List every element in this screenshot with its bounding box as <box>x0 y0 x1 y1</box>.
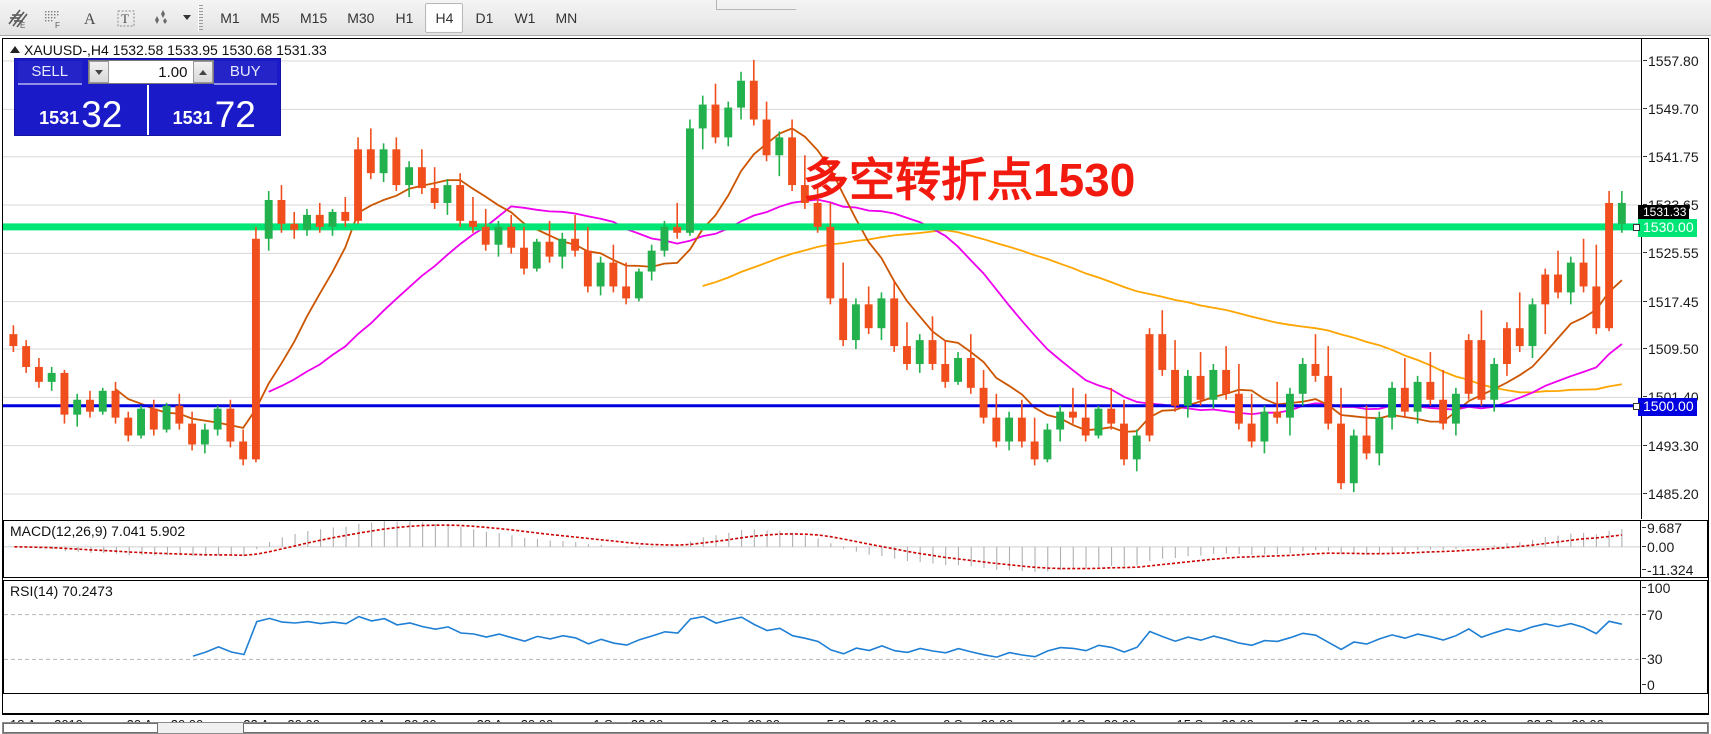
text-label-t-icon[interactable]: T <box>108 1 144 35</box>
main-toolbar: E F A T <box>0 0 1711 36</box>
rsi-axis-separator <box>1640 581 1641 693</box>
one-click-trading-panel[interactable]: SELL BUY 1531 32 1531 72 <box>14 58 281 136</box>
horizontal-scrollbar[interactable] <box>2 722 1709 734</box>
macd-plot[interactable] <box>4 521 1707 577</box>
timeframe-m15[interactable]: M15 <box>300 9 328 26</box>
volume-increment-icon[interactable] <box>192 61 213 83</box>
price-pane[interactable]: XAUUSD-,H4 1532.58 1533.95 1530.68 1531.… <box>3 39 1708 519</box>
symbol-header: XAUUSD-,H4 1532.58 1533.95 1530.68 1531.… <box>10 42 327 58</box>
rsi-label: RSI(14) 70.2473 <box>10 583 113 599</box>
price-tick: 1541.75 <box>1643 148 1699 165</box>
svg-text:T: T <box>121 11 129 26</box>
objects-icon[interactable] <box>144 1 180 35</box>
timeframe-h1[interactable]: H1 <box>395 9 414 26</box>
price-tick: 1517.45 <box>1643 293 1699 310</box>
sell-price-integer: 1531 <box>39 108 80 128</box>
macd-tick: -11.324 <box>1641 562 1694 578</box>
chart-window[interactable]: XAUUSD-,H4 1532.58 1533.95 1530.68 1531.… <box>2 38 1709 714</box>
price-tick: 1525.55 <box>1643 245 1699 262</box>
macd-axis-separator <box>1640 521 1641 577</box>
one-click-trading-prices: 1531 32 1531 72 <box>15 85 280 135</box>
volume-input[interactable] <box>108 61 193 83</box>
rsi-layer <box>4 614 1641 660</box>
macd-label: MACD(12,26,9) 7.041 5.902 <box>10 523 186 539</box>
buy-button[interactable]: BUY <box>213 60 277 85</box>
green-level-tag: 1530.00 <box>1638 218 1697 237</box>
volume-decrement-icon[interactable] <box>88 61 109 83</box>
macd-pane[interactable]: MACD(12,26,9) 7.041 5.902 9.687 0.00 -11.3… <box>3 520 1708 578</box>
rsi-pane[interactable]: RSI(14) 70.2473 100 70 30 0 <box>3 580 1708 694</box>
sell-price-fraction: 32 <box>81 94 123 135</box>
chart-annotation-text: 多空转折点1530 <box>803 154 1136 206</box>
price-tick: 1509.50 <box>1643 341 1699 358</box>
price-tick: 1485.20 <box>1643 485 1699 502</box>
scrollbar-thumb-main[interactable] <box>243 723 1708 733</box>
grid-f-icon[interactable]: F <box>36 1 72 35</box>
collapse-arrow-icon[interactable] <box>10 46 20 53</box>
sell-price[interactable]: 1531 32 <box>15 85 147 135</box>
rsi-plot[interactable] <box>4 581 1707 693</box>
price-tick: 1549.70 <box>1643 101 1699 118</box>
timeframe-mn[interactable]: MN <box>555 9 578 26</box>
timeframe-w1[interactable]: W1 <box>514 9 536 26</box>
timeframe-h4[interactable]: H4 <box>425 2 464 33</box>
blue-level-tag: 1500.00 <box>1638 397 1697 416</box>
price-tick: 1557.80 <box>1643 53 1699 70</box>
svg-text:A: A <box>84 11 96 28</box>
timeframe-m30[interactable]: M30 <box>347 9 375 26</box>
one-click-trading-controls: SELL BUY <box>15 59 280 85</box>
symbol-header-text: XAUUSD-,H4 1532.58 1533.95 1530.68 1531.… <box>24 42 327 58</box>
sell-button[interactable]: SELL <box>18 60 82 85</box>
buy-price-integer: 1531 <box>172 108 213 128</box>
svg-text:F: F <box>55 21 60 29</box>
timeframe-d1[interactable]: D1 <box>475 9 494 26</box>
price-axis[interactable]: 1557.801549.701541.751533.651525.551517.… <box>1633 39 1708 519</box>
text-a-icon[interactable]: A <box>72 1 108 35</box>
rsi-tick: 30 <box>1642 651 1663 668</box>
crosshair-indicators-icon[interactable]: E <box>0 1 36 35</box>
timeframe-group: M1 M5 M15 M30 H1 H4 D1 W1 MN <box>210 2 587 33</box>
rsi-tick: 70 <box>1642 606 1663 623</box>
macd-axis: 9.687 0.00 -11.324 <box>1641 521 1707 577</box>
rsi-tick: 100 <box>1641 580 1671 596</box>
green-level-tag-knob[interactable] <box>1633 223 1640 231</box>
volume-stepper[interactable] <box>87 60 214 84</box>
toolbar-grip[interactable] <box>198 4 203 31</box>
blue-level-tag-knob[interactable] <box>1633 402 1640 410</box>
svg-text:E: E <box>20 21 25 29</box>
rsi-tick: 0 <box>1642 677 1655 693</box>
macd-tick: 9.687 <box>1641 520 1683 536</box>
toolbar-overflow-divider <box>716 0 796 10</box>
macd-layer <box>4 521 1641 573</box>
scrollbar-thumb-left[interactable] <box>3 723 158 733</box>
price-tick: 1493.30 <box>1643 437 1699 454</box>
last-price-tag: 1531.33 <box>1638 204 1690 219</box>
timeframe-m5[interactable]: M5 <box>260 9 280 26</box>
price-axis-separator <box>1641 39 1642 519</box>
rsi-axis: 100 70 30 0 <box>1641 581 1707 693</box>
buy-price[interactable]: 1531 72 <box>146 85 281 135</box>
objects-dropdown-caret-icon[interactable] <box>180 1 194 35</box>
buy-price-fraction: 72 <box>214 94 256 135</box>
timeframe-m1[interactable]: M1 <box>220 9 240 26</box>
macd-tick: 0.00 <box>1641 538 1675 555</box>
